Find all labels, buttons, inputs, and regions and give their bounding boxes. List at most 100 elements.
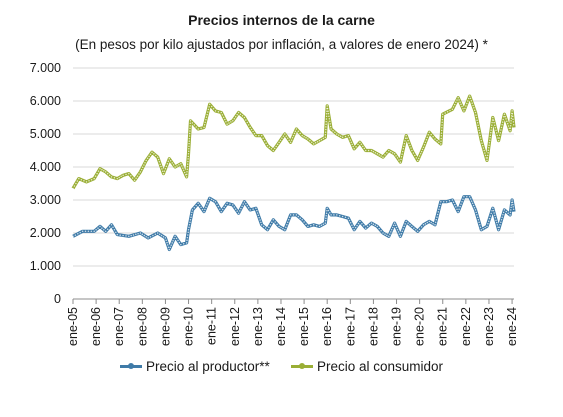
series-marker: [393, 222, 396, 224]
series-marker: [110, 176, 113, 178]
series-marker: [320, 224, 323, 227]
series-marker: [252, 130, 254, 133]
series-marker: [156, 232, 159, 234]
series-marker: [97, 227, 99, 229]
series-marker: [136, 175, 139, 177]
series-marker: [329, 123, 331, 125]
series-marker: [285, 135, 288, 137]
series-marker: [135, 177, 137, 179]
series-marker: [488, 217, 491, 220]
series-marker: [438, 208, 440, 211]
series-marker: [440, 200, 442, 203]
series-marker: [103, 228, 105, 231]
series-marker: [113, 228, 116, 231]
series-marker: [233, 117, 236, 120]
series-marker: [187, 155, 190, 158]
series-marker: [230, 121, 232, 123]
y-tick-label: 2.000: [30, 226, 61, 240]
series-marker: [80, 178, 83, 181]
series-marker: [72, 187, 74, 190]
x-tick-label: ene-12: [228, 307, 242, 346]
series-marker: [189, 120, 192, 122]
series-marker: [460, 203, 462, 205]
series-marker: [185, 242, 188, 244]
series-marker: [424, 222, 427, 225]
series-marker: [327, 110, 329, 112]
series-marker: [374, 224, 377, 227]
series-marker: [243, 200, 246, 203]
series-marker: [180, 243, 182, 246]
x-tick-label: ene-05: [66, 307, 80, 346]
series-marker: [487, 220, 490, 222]
x-tick-label: ene-10: [182, 307, 196, 346]
series-marker: [245, 119, 247, 121]
series-marker: [327, 209, 330, 212]
series-marker: [329, 120, 331, 123]
series-marker: [475, 114, 477, 116]
series-marker: [247, 207, 250, 209]
series-marker: [453, 103, 456, 106]
series-marker: [96, 172, 98, 175]
series-marker: [492, 116, 494, 119]
series-marker: [357, 222, 360, 225]
x-tick-label: ene-07: [112, 307, 126, 346]
series-marker: [263, 139, 266, 142]
series-marker: [372, 223, 375, 225]
series-marker: [305, 223, 307, 225]
series-marker: [382, 232, 384, 234]
series-marker: [506, 122, 509, 125]
series-marker: [193, 124, 196, 126]
series-marker: [339, 135, 342, 137]
series-marker: [208, 106, 210, 108]
series-marker: [440, 140, 442, 142]
series-marker: [351, 143, 353, 146]
series-marker: [152, 234, 154, 237]
series-marker: [210, 198, 213, 201]
series-marker: [389, 233, 391, 235]
series-marker: [382, 156, 384, 158]
series-marker: [333, 214, 335, 216]
series-marker: [180, 162, 182, 165]
series-marker: [472, 204, 475, 207]
series-marker: [256, 212, 259, 214]
series-marker: [327, 112, 330, 115]
series-marker: [185, 176, 188, 178]
series-marker: [326, 107, 329, 110]
series-marker: [418, 155, 421, 157]
series-marker: [476, 214, 478, 216]
series-marker: [198, 204, 201, 207]
series-marker: [255, 207, 257, 210]
series-marker: [166, 162, 169, 165]
series-marker: [281, 137, 283, 139]
series-marker: [398, 233, 401, 235]
series-marker: [402, 148, 405, 150]
series-marker: [401, 150, 404, 153]
legend-item-productor: Precio al productor**: [120, 359, 270, 374]
series-marker: [203, 126, 205, 129]
series-marker: [457, 96, 459, 99]
series-marker: [396, 228, 399, 231]
series-marker: [436, 139, 438, 142]
series-marker: [189, 127, 191, 130]
series-marker: [332, 129, 334, 132]
series-marker: [384, 233, 386, 235]
legend-swatch-consumidor: [291, 363, 313, 369]
series-marker: [480, 228, 483, 231]
series-marker: [403, 145, 405, 147]
series-marker: [249, 209, 251, 211]
series-marker: [501, 216, 503, 219]
series-marker: [446, 110, 449, 113]
series-marker: [246, 121, 249, 124]
series-marker: [378, 227, 380, 230]
series-marker: [187, 228, 190, 231]
series-marker: [139, 171, 142, 173]
series-marker: [490, 212, 492, 215]
series-marker: [295, 128, 298, 130]
series-marker: [234, 208, 237, 210]
chart-title: Precios internos de la carne: [188, 12, 375, 28]
series-marker: [311, 141, 313, 144]
series-marker: [506, 120, 508, 123]
grid-lines: [73, 67, 514, 267]
series-marker: [324, 219, 327, 222]
series-marker: [509, 214, 511, 216]
